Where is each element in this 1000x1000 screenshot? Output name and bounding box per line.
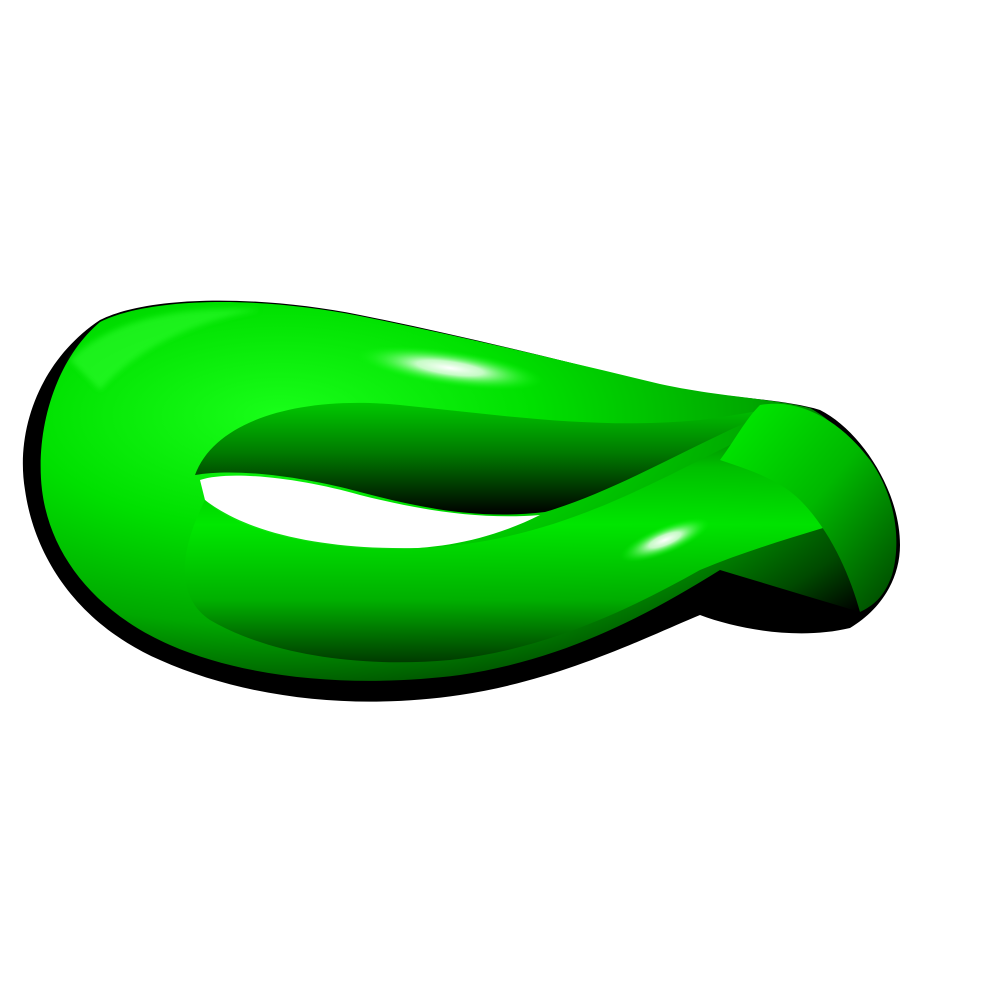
rim-highlight	[70, 309, 260, 390]
specular-highlight-front	[620, 517, 710, 563]
inner-wall	[195, 402, 780, 515]
specular-highlight-top	[355, 345, 545, 391]
center-hole	[200, 475, 540, 550]
twist-lobe	[720, 403, 897, 612]
front-tube	[184, 412, 880, 663]
